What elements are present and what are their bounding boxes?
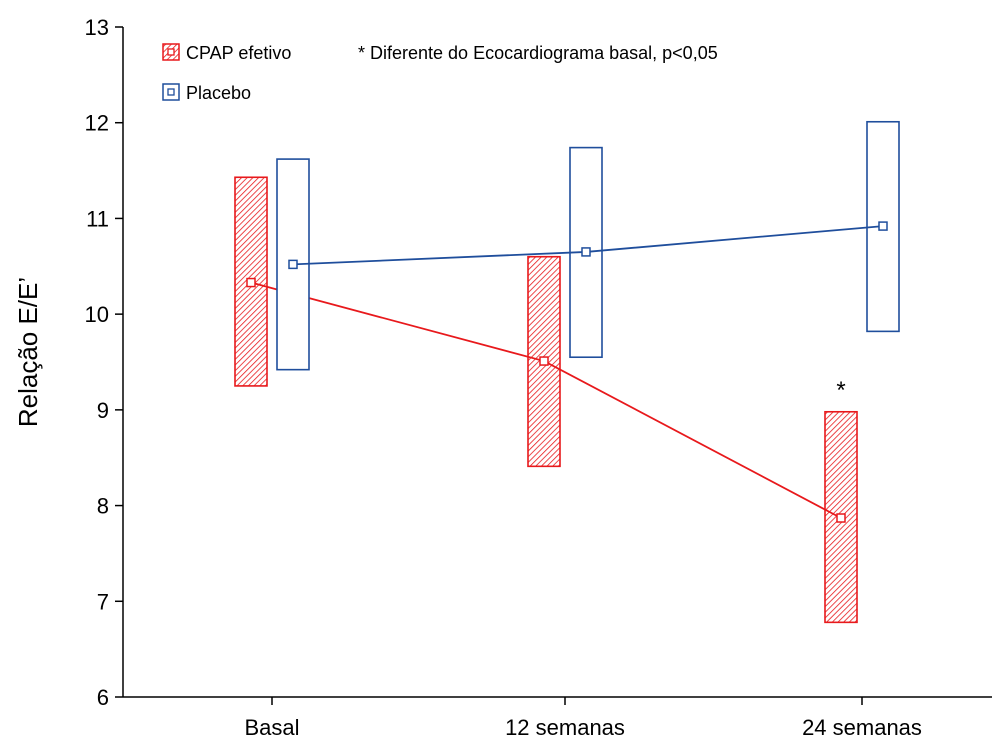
y-tick-label: 10 [85, 302, 109, 327]
legend-label-cpap: CPAP efetivo [186, 43, 291, 63]
x-ticks: Basal 12 semanas 24 semanas [244, 697, 922, 740]
legend-marker-cpap [167, 48, 175, 56]
x-tick-label: 12 semanas [505, 715, 625, 740]
data-point [836, 513, 846, 523]
y-tick-label: 6 [97, 685, 109, 710]
series-placebo [276, 120, 900, 371]
annotation-text: * Diferente do Ecocardiograma basal, p<0… [358, 43, 718, 63]
data-point [539, 356, 549, 366]
data-point [581, 247, 591, 257]
significance-marker: * [836, 377, 845, 404]
y-ticks: 6 7 8 9 10 11 12 13 [85, 15, 123, 710]
y-axis-title: Relação E/E’ [13, 277, 43, 427]
y-tick-label: 13 [85, 15, 109, 40]
legend: CPAP efetivo * Diferente do Ecocardiogra… [162, 43, 718, 103]
legend-marker-placebo [167, 88, 175, 96]
data-point [878, 221, 888, 231]
data-point [288, 259, 298, 270]
y-tick-label: 11 [86, 206, 109, 231]
axes [122, 27, 992, 698]
y-tick-label: 7 [97, 589, 109, 614]
x-tick-label: 24 semanas [802, 715, 922, 740]
series-layer: * [234, 120, 900, 624]
y-tick-label: 12 [85, 111, 109, 136]
x-tick-label: Basal [244, 715, 299, 740]
data-point [246, 277, 256, 288]
y-tick-label: 9 [97, 398, 109, 423]
series-cpap: * [234, 176, 858, 624]
legend-label-placebo: Placebo [186, 83, 251, 103]
y-tick-label: 8 [97, 494, 109, 519]
